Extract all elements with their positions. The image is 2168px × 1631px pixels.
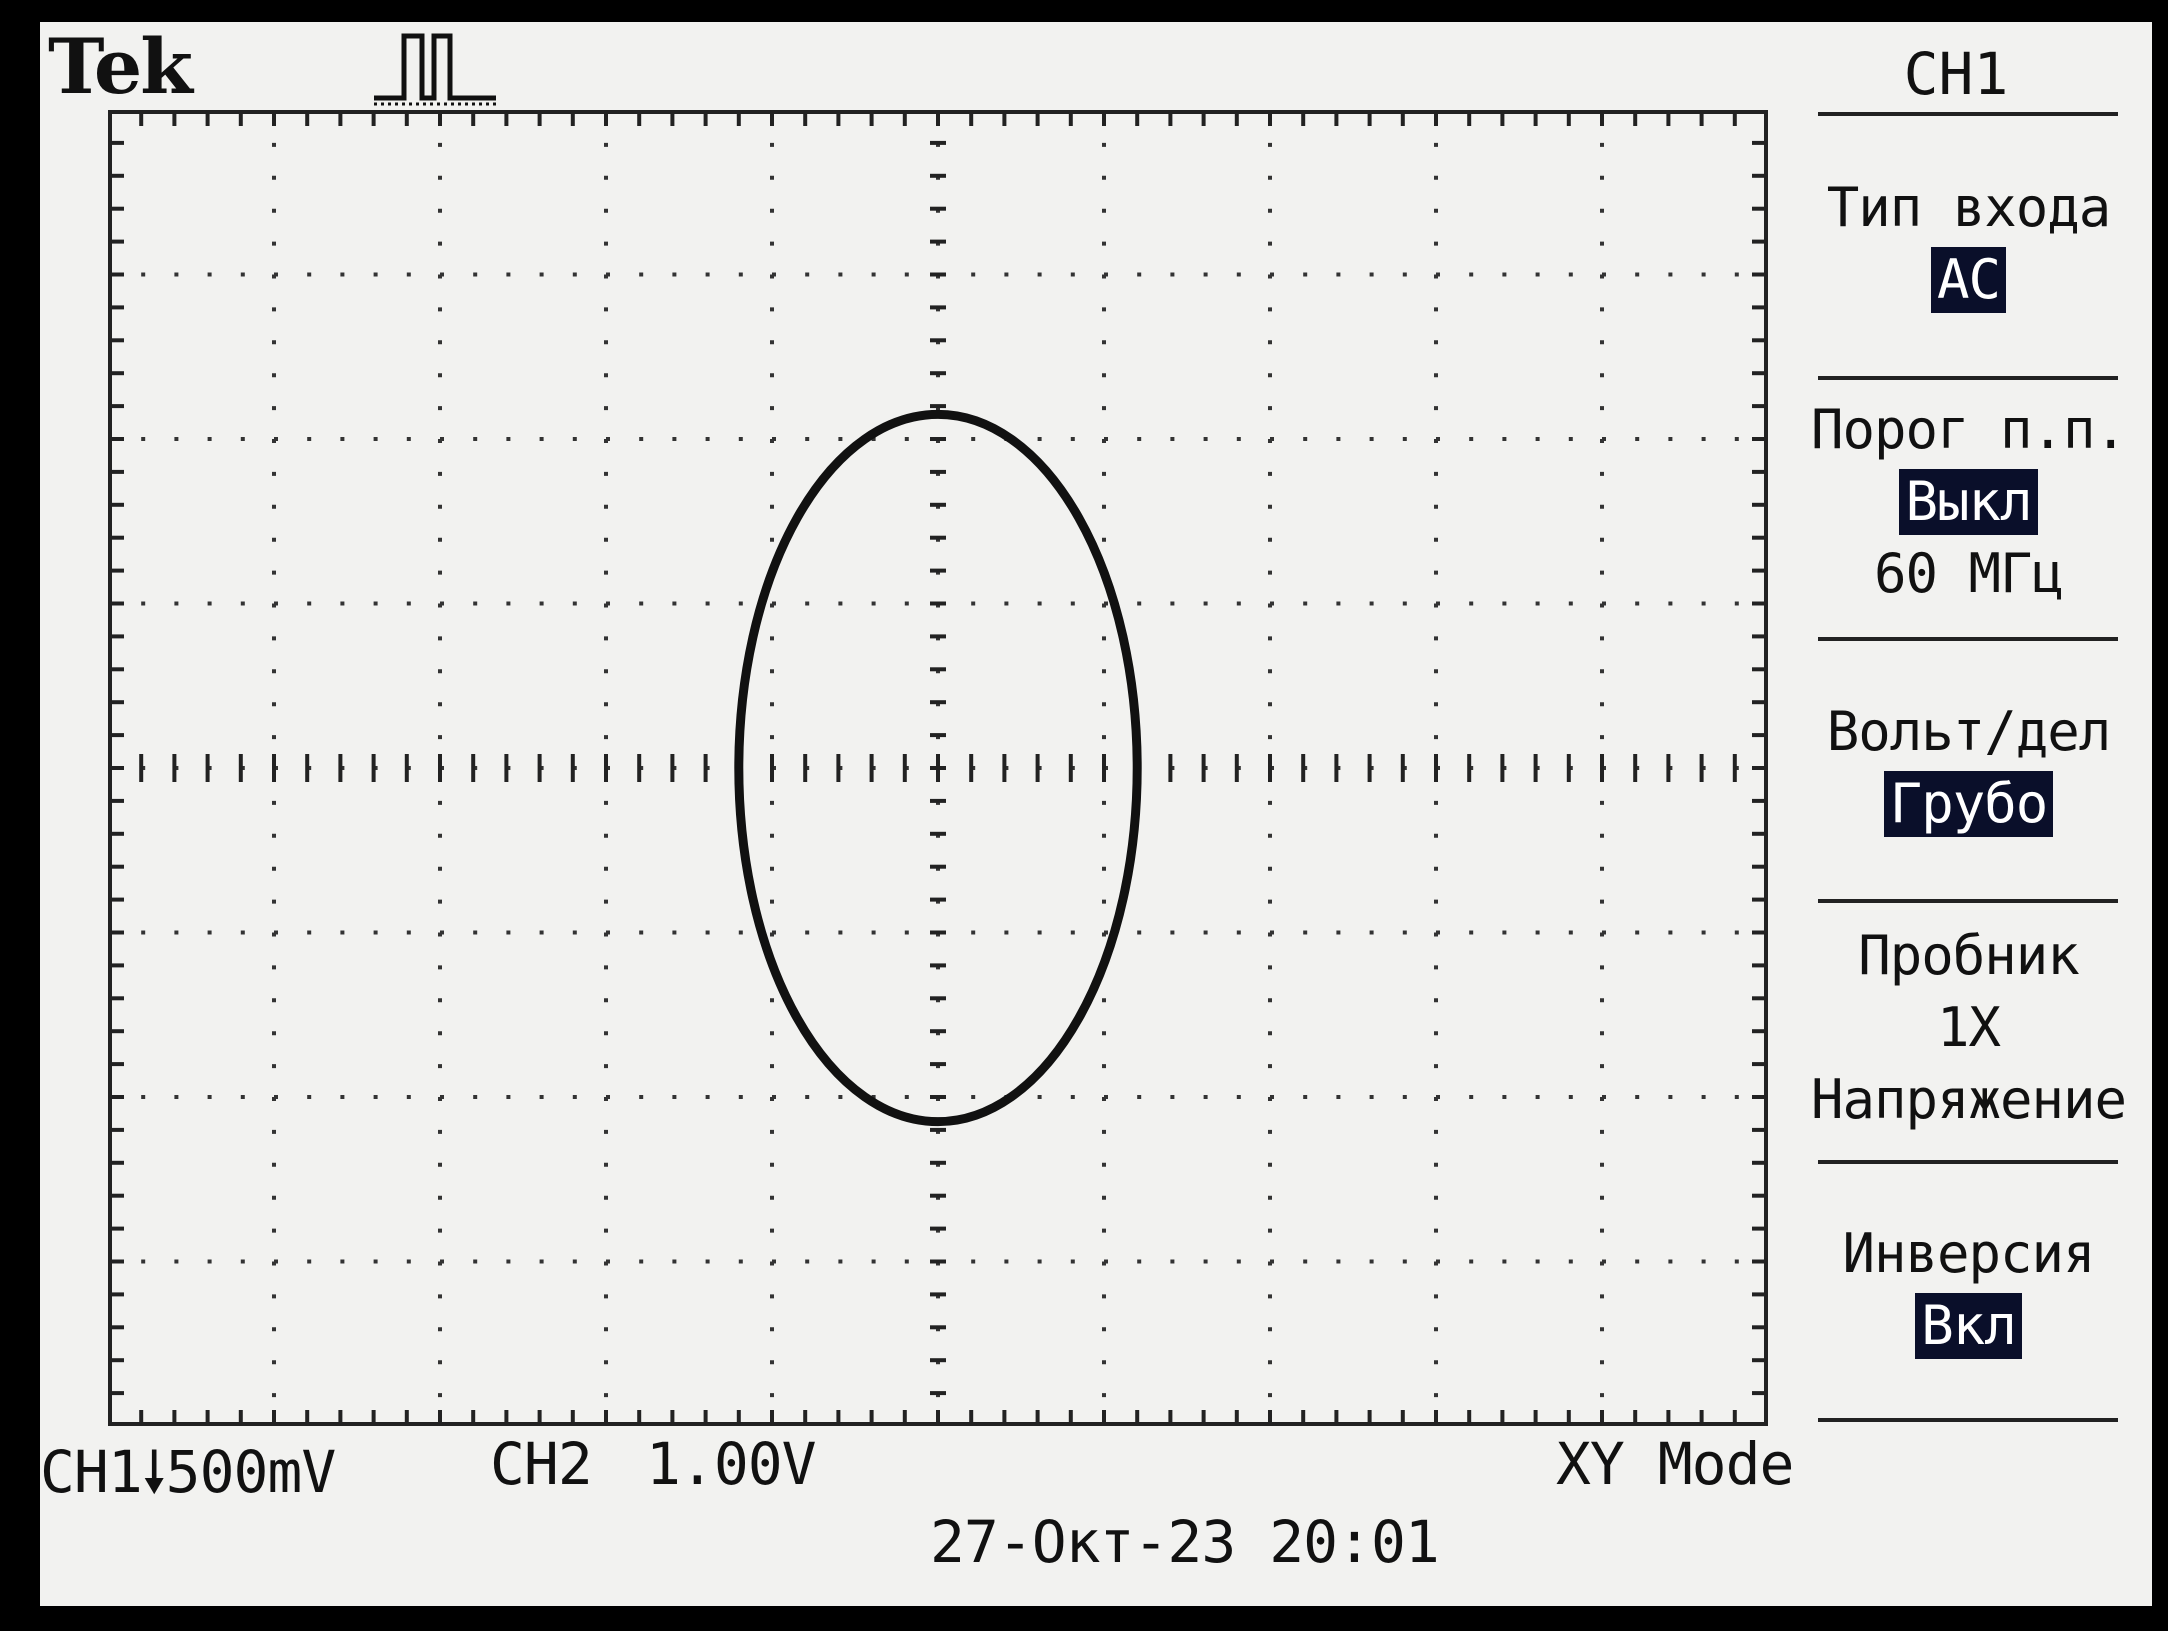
xy-trace [734,409,1142,1127]
ch2-label: CH2 [490,1430,593,1498]
brand-logo: Tek [48,22,193,111]
menu-item-volts-div[interactable]: Вольт/дел Грубо [1796,696,2141,840]
menu-separator [1818,376,2118,380]
menu-separator [1818,637,2118,641]
menu-item-label: Пробник [1858,924,2080,987]
menu-item-label: Порог п.п. [1810,398,2127,461]
oscilloscope-screen: Tek CH1🠗500mV CH2 1.00V XY Mode 27-Окт-2… [40,22,2152,1606]
menu-item-label: Вольт/дел [1826,700,2112,763]
graticule [108,110,1768,1426]
menu-item-extra: Напряжение [1810,1068,2127,1131]
ground-arrow-icon: 🠗 [141,1438,167,1506]
datetime-readout: 27-Окт-23 20:01 [930,1508,1440,1576]
menu-item-extra: 60 МГц [1873,542,2064,605]
ch2-scale: 1.00V [646,1430,817,1498]
mode-readout: XY Mode [1556,1430,1794,1498]
side-menu: CH1 Тип входа AC Порог п.п. Выкл 60 МГц … [1796,22,2152,1442]
menu-separator [1818,1160,2118,1164]
ch1-readout: CH1🠗500mV [40,1438,336,1506]
menu-item-invert[interactable]: Инверсия Вкл [1796,1218,2141,1362]
menu-item-label: Инверсия [1842,1222,2095,1285]
menu-item-value: Вкл [1915,1293,2022,1359]
menu-separator [1818,899,2118,903]
menu-item-coupling[interactable]: Тип входа AC [1796,172,2141,316]
trigger-status-icon [374,33,496,106]
menu-item-value: AC [1930,247,2007,313]
menu-item-value: Грубо [1883,771,2054,837]
menu-separator [1818,112,2118,116]
menu-title: CH1 [1903,40,2009,108]
menu-separator [1818,1418,2118,1422]
menu-item-value: Выкл [1899,469,2038,535]
menu-item-label: Тип входа [1826,176,2112,239]
menu-item-bandwidth-limit[interactable]: Порог п.п. Выкл 60 МГц [1796,394,2141,610]
menu-item-probe[interactable]: Пробник 1X Напряжение [1796,920,2141,1136]
menu-item-value: 1X [1936,996,2001,1059]
